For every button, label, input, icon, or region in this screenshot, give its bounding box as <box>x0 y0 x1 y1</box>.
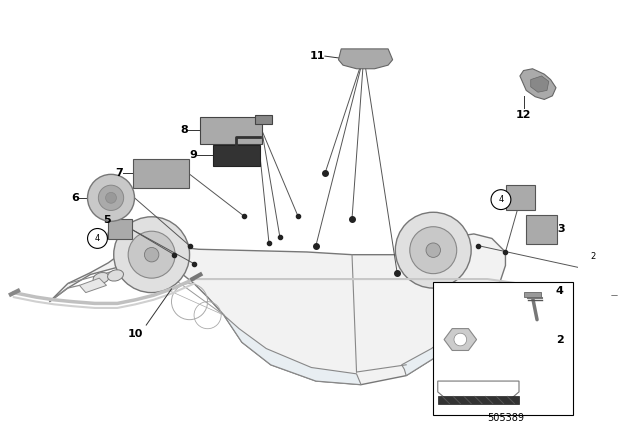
Text: 6: 6 <box>72 193 79 203</box>
FancyBboxPatch shape <box>200 116 262 144</box>
Circle shape <box>396 212 471 288</box>
Text: 12: 12 <box>516 110 531 120</box>
Text: 505389: 505389 <box>487 413 524 422</box>
Polygon shape <box>444 328 477 350</box>
Circle shape <box>454 333 467 346</box>
Text: 4: 4 <box>95 234 100 243</box>
Ellipse shape <box>108 270 124 281</box>
Ellipse shape <box>93 272 109 284</box>
Circle shape <box>426 243 440 258</box>
Circle shape <box>410 227 457 274</box>
Bar <box>433 282 573 415</box>
Circle shape <box>145 247 159 262</box>
Text: 8: 8 <box>180 125 188 135</box>
Polygon shape <box>339 49 392 69</box>
Polygon shape <box>520 69 556 99</box>
Circle shape <box>583 246 603 267</box>
FancyBboxPatch shape <box>506 185 535 211</box>
Text: 2: 2 <box>590 252 596 261</box>
Polygon shape <box>402 333 456 375</box>
Circle shape <box>99 185 124 211</box>
Text: 3: 3 <box>558 224 565 234</box>
FancyBboxPatch shape <box>610 283 640 335</box>
Text: 9: 9 <box>189 151 196 160</box>
FancyBboxPatch shape <box>524 292 541 297</box>
Text: 11: 11 <box>309 51 325 61</box>
FancyBboxPatch shape <box>213 145 260 166</box>
Bar <box>438 396 519 404</box>
Text: 4: 4 <box>499 195 504 204</box>
FancyBboxPatch shape <box>255 115 272 124</box>
Polygon shape <box>50 234 506 385</box>
Polygon shape <box>438 381 519 401</box>
FancyBboxPatch shape <box>108 220 132 239</box>
Circle shape <box>88 174 134 221</box>
Circle shape <box>88 228 108 248</box>
Text: 7: 7 <box>115 168 123 178</box>
Circle shape <box>106 192 116 203</box>
Circle shape <box>128 231 175 278</box>
FancyBboxPatch shape <box>132 159 189 188</box>
Circle shape <box>491 190 511 210</box>
FancyBboxPatch shape <box>526 215 557 244</box>
Text: 4: 4 <box>556 286 564 296</box>
Polygon shape <box>79 278 106 293</box>
Circle shape <box>114 217 189 293</box>
FancyBboxPatch shape <box>590 254 637 286</box>
Polygon shape <box>531 76 548 92</box>
Text: 2: 2 <box>556 335 563 345</box>
Text: 10: 10 <box>128 329 143 339</box>
Text: 5: 5 <box>102 215 110 225</box>
Text: —: — <box>611 292 617 298</box>
Polygon shape <box>224 315 361 385</box>
